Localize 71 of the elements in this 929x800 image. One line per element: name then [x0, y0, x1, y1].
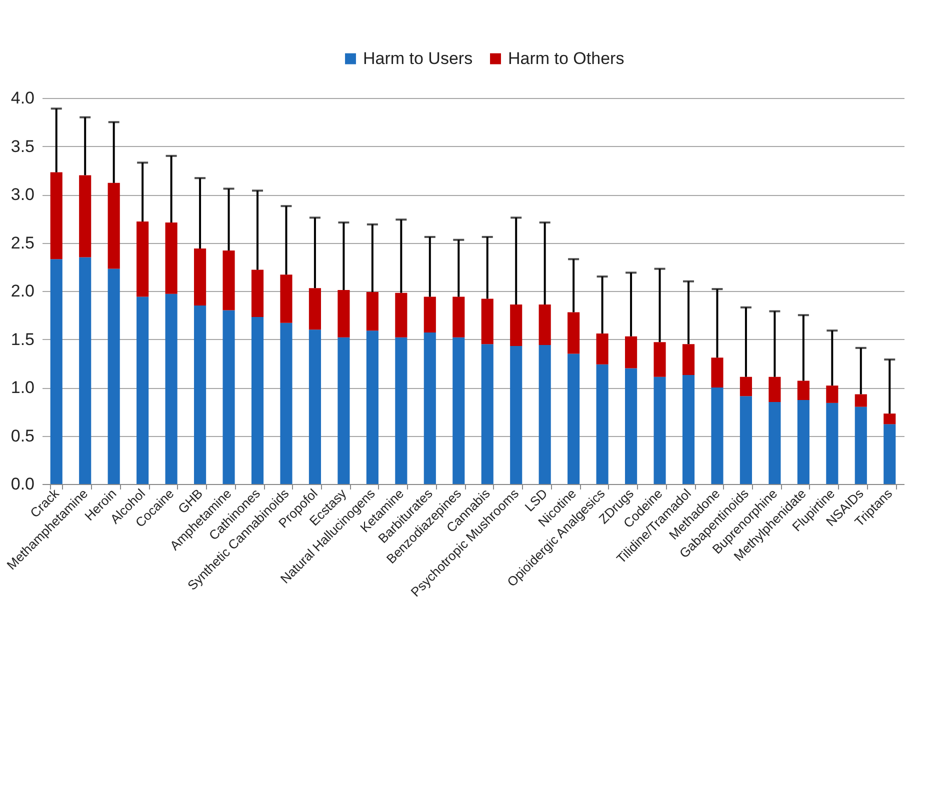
bar: [711, 388, 724, 484]
y-tick-label: 0.0: [10, 474, 34, 494]
bar: [79, 257, 92, 484]
bar: [884, 414, 896, 424]
bar: [797, 400, 810, 484]
bar: [826, 402, 838, 484]
bar: [108, 268, 120, 484]
bar: [165, 294, 178, 484]
bar: [625, 336, 638, 368]
bar: [884, 424, 896, 484]
bar: [682, 374, 695, 484]
bar: [740, 376, 752, 396]
bar: [136, 296, 149, 484]
bar: [136, 222, 149, 297]
bar: [366, 330, 378, 484]
y-tick-label: 1.5: [10, 330, 34, 349]
bar: [682, 344, 695, 375]
bar: [194, 248, 206, 306]
bar: [596, 333, 608, 364]
bar: [165, 222, 178, 294]
bar: [510, 346, 522, 484]
bar: [424, 296, 436, 332]
bar: [50, 259, 62, 484]
bar: [395, 292, 408, 338]
bar: [740, 396, 752, 484]
bar: [568, 312, 580, 354]
bar: [308, 330, 321, 484]
bar: [596, 364, 608, 484]
bar: [280, 322, 292, 484]
bar: [366, 292, 378, 331]
bar: [338, 337, 350, 484]
legend-label: Harm to Others: [508, 48, 624, 68]
y-tick-label: 3.0: [10, 185, 34, 204]
bar: [194, 305, 206, 484]
bar: [654, 342, 666, 377]
bar: [251, 270, 264, 318]
bar: [50, 172, 62, 260]
bar: [568, 354, 580, 484]
bar: [768, 376, 781, 402]
bar: [280, 274, 292, 323]
bar: [222, 250, 235, 310]
bar: [222, 310, 235, 484]
bar: [395, 337, 408, 484]
bar: [79, 175, 92, 258]
bar: [797, 380, 810, 400]
y-tick-label: 2.0: [10, 282, 34, 300]
bar: [826, 386, 838, 403]
y-tick-label: 2.5: [10, 233, 34, 252]
y-tick-label: 0.5: [10, 426, 34, 446]
bar: [452, 337, 465, 484]
bar: [768, 402, 781, 484]
bar: [538, 304, 551, 346]
y-tick-label: 4.0: [10, 88, 34, 108]
bar: [711, 358, 724, 388]
legend-label: Harm to Users: [363, 48, 473, 68]
bar: [338, 290, 350, 338]
bar: [538, 345, 551, 484]
bar: [854, 394, 867, 407]
bar: [854, 406, 867, 484]
bar: [625, 368, 638, 484]
bar: [452, 296, 465, 338]
bar: [510, 304, 522, 346]
y-tick-label: 3.5: [10, 136, 34, 156]
bar: [654, 376, 666, 484]
bar: [108, 182, 120, 269]
bar: [481, 344, 494, 484]
bar: [251, 317, 264, 484]
y-tick-label: 1.0: [10, 378, 34, 397]
bar: [308, 288, 321, 330]
bar: [424, 332, 436, 484]
bar: [481, 298, 494, 344]
